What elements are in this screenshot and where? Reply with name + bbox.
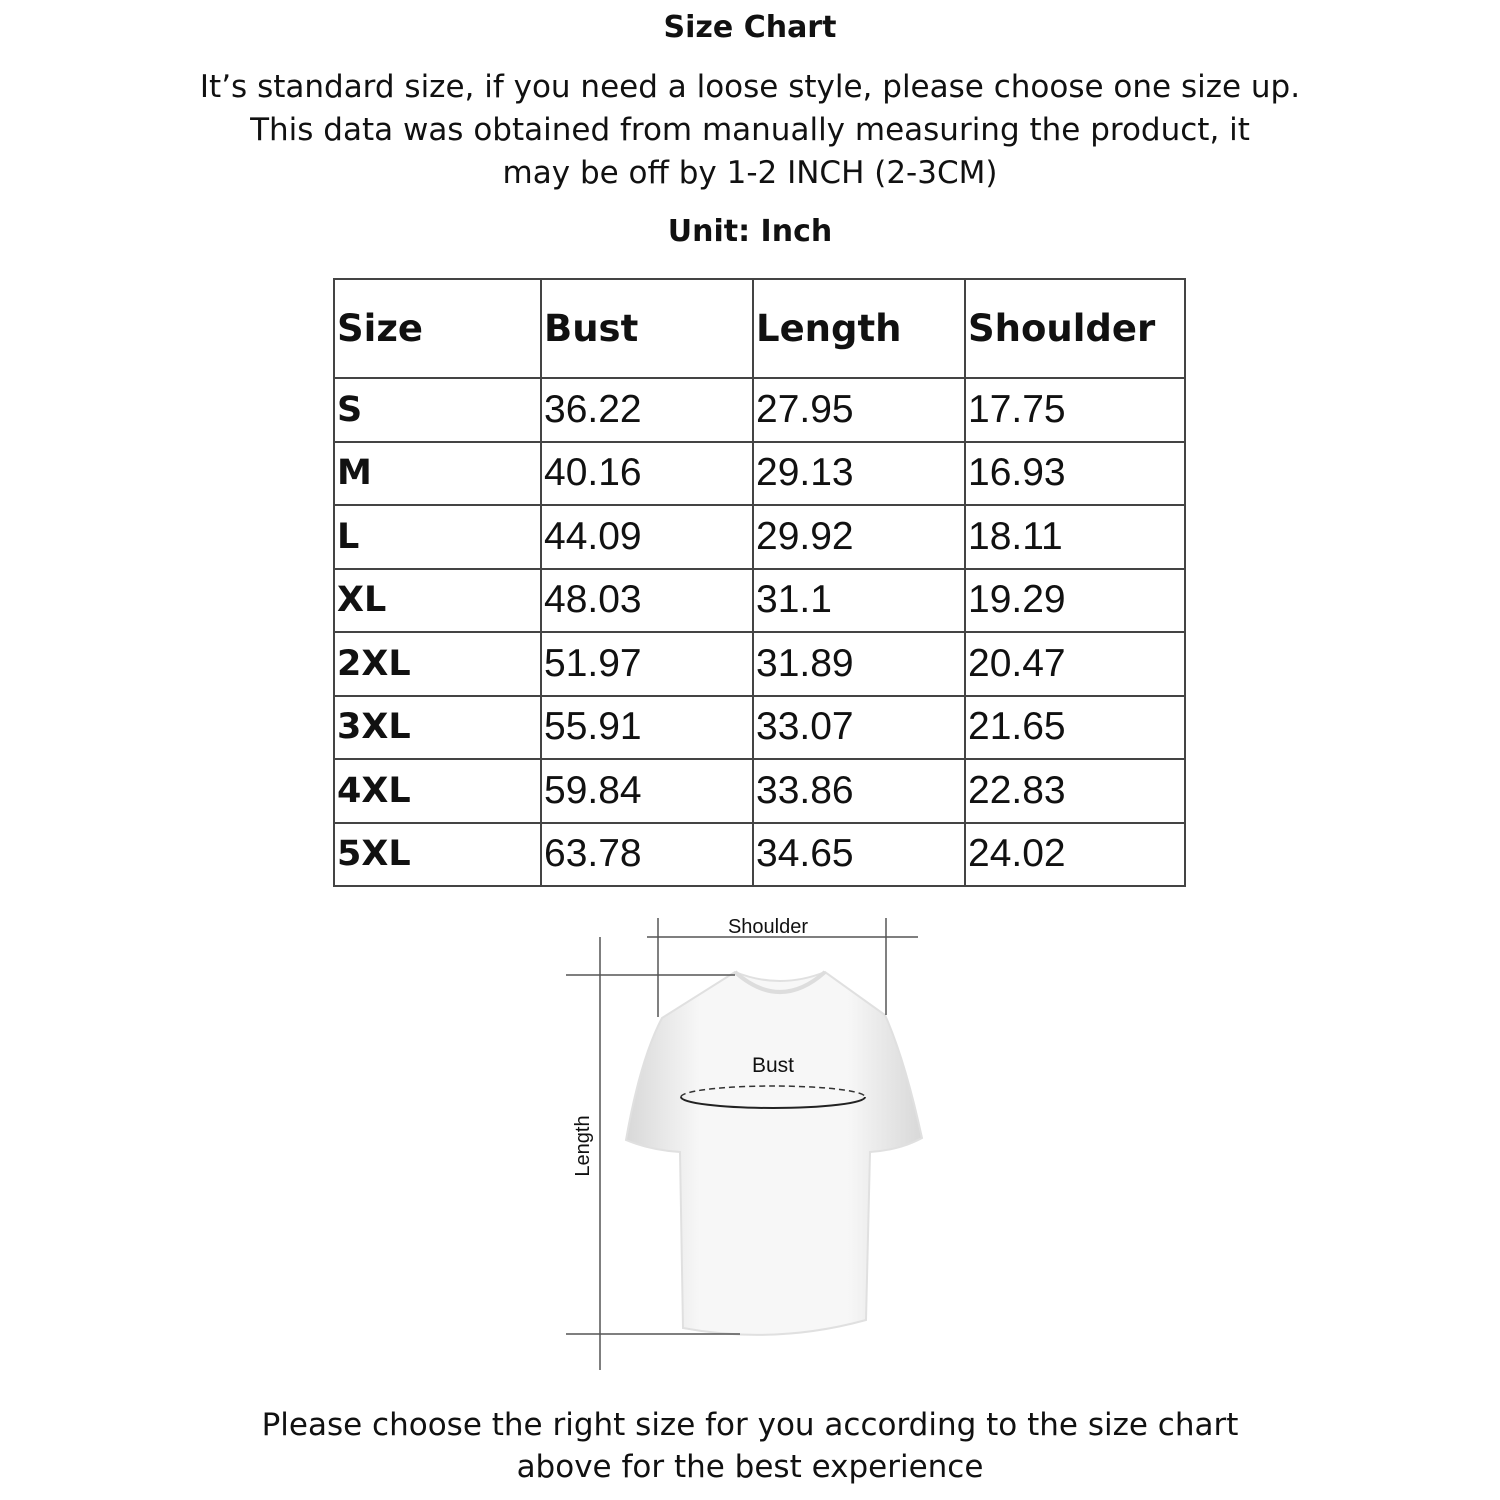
size-table: Size Bust Length Shoulder S 36.22 27.95 17.…: [333, 278, 1186, 887]
header-size: Size: [333, 278, 542, 379]
cell-shoulder: 21.65: [964, 694, 1186, 760]
measure-lines: [566, 918, 918, 1370]
cell-bust: 44.09: [540, 504, 754, 570]
table-row: S 36.22 27.95 17.75: [333, 377, 1186, 443]
table-row: 3XL 55.91 33.07 21.65: [333, 694, 1186, 760]
intro-text: It’s standard size, if you need a loose …: [0, 66, 1500, 195]
cell-size: S: [333, 377, 542, 443]
cell-bust: 55.91: [540, 694, 754, 760]
cell-bust: 40.16: [540, 440, 754, 506]
cell-size: 2XL: [333, 631, 542, 697]
cell-bust: 36.22: [540, 377, 754, 443]
table-row: 4XL 59.84 33.86 22.83: [333, 758, 1186, 824]
cell-shoulder: 22.83: [964, 758, 1186, 824]
cell-shoulder: 16.93: [964, 440, 1186, 506]
cell-shoulder: 18.11: [964, 504, 1186, 570]
cell-size: M: [333, 440, 542, 506]
bust-line-back: [680, 1085, 866, 1098]
cell-length: 31.89: [752, 631, 966, 697]
cell-bust: 48.03: [540, 567, 754, 633]
header-bust: Bust: [540, 278, 754, 379]
cell-shoulder: 19.29: [964, 567, 1186, 633]
cell-bust: 59.84: [540, 758, 754, 824]
bust-label: Bust: [752, 1054, 794, 1077]
footer-text: Please choose the right size for you acc…: [0, 1404, 1500, 1488]
cell-size: 4XL: [333, 758, 542, 824]
cell-shoulder: 24.02: [964, 821, 1186, 887]
cell-length: 27.95: [752, 377, 966, 443]
intro-line: It’s standard size, if you need a loose …: [199, 69, 1301, 105]
cell-bust: 51.97: [540, 631, 754, 697]
header-length: Length: [752, 278, 966, 379]
page-title: Size Chart: [663, 10, 837, 45]
footer-line: Please choose the right size for you acc…: [261, 1407, 1239, 1443]
table-row: L 44.09 29.92 18.11: [333, 504, 1186, 570]
cell-size: 3XL: [333, 694, 542, 760]
cell-size: 5XL: [333, 821, 542, 887]
cell-length: 29.13: [752, 440, 966, 506]
intro-line: This data was obtained from manually mea…: [250, 112, 1250, 148]
table-row: XL 48.03 31.1 19.29: [333, 567, 1186, 633]
cell-length: 31.1: [752, 567, 966, 633]
table-row: M 40.16 29.13 16.93: [333, 440, 1186, 506]
cell-bust: 63.78: [540, 821, 754, 887]
footer-line: above for the best experience: [516, 1449, 984, 1485]
tshirt-icon: [624, 970, 924, 1336]
unit-label: Unit: Inch: [667, 214, 833, 249]
cell-shoulder: 20.47: [964, 631, 1186, 697]
cell-length: 34.65: [752, 821, 966, 887]
cell-size: L: [333, 504, 542, 570]
length-label: Length: [572, 1115, 594, 1176]
table-row: 2XL 51.97 31.89 20.47: [333, 631, 1186, 697]
cell-length: 33.07: [752, 694, 966, 760]
table-row: 5XL 63.78 34.65 24.02: [333, 821, 1186, 887]
bust-line-front: [680, 1096, 866, 1109]
cell-length: 33.86: [752, 758, 966, 824]
cell-size: XL: [333, 567, 542, 633]
header-shoulder: Shoulder: [964, 278, 1186, 379]
shoulder-label: Shoulder: [728, 916, 808, 938]
cell-shoulder: 17.75: [964, 377, 1186, 443]
intro-line: may be off by 1-2 INCH (2-3CM): [502, 155, 998, 191]
table-header-row: Size Bust Length Shoulder: [333, 278, 1186, 379]
collar-icon: [733, 970, 827, 994]
cell-length: 29.92: [752, 504, 966, 570]
